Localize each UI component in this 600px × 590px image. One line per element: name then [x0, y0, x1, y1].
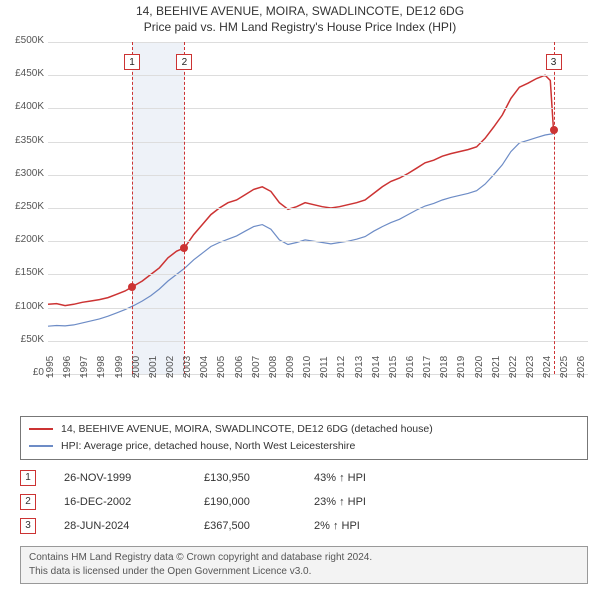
x-tick-label: 2004 [199, 356, 210, 378]
x-tick-label: 2023 [525, 356, 536, 378]
y-tick-label: £400K [2, 101, 44, 112]
sale-dot-1 [128, 283, 136, 291]
x-tick-label: 2019 [456, 356, 467, 378]
y-tick-label: £100K [2, 301, 44, 312]
x-tick-label: 2009 [285, 356, 296, 378]
x-tick-label: 2001 [148, 356, 159, 378]
title-address: 14, BEEHIVE AVENUE, MOIRA, SWADLINCOTE, … [0, 4, 600, 18]
x-tick-label: 2012 [336, 356, 347, 378]
chart-titles: 14, BEEHIVE AVENUE, MOIRA, SWADLINCOTE, … [0, 0, 600, 34]
legend-swatch [29, 428, 53, 430]
sale-row: 2 16-DEC-2002 £190,000 23% ↑ HPI [20, 490, 588, 514]
y-tick-label: £0 [2, 367, 44, 378]
x-tick-label: 2022 [508, 356, 519, 378]
x-tick-label: 2002 [165, 356, 176, 378]
sale-vs-hpi: 43% ↑ HPI [314, 472, 394, 484]
gridline [48, 42, 588, 43]
x-tick-label: 2010 [302, 356, 313, 378]
gridline [48, 341, 588, 342]
marker-box-2: 2 [176, 54, 192, 70]
x-tick-label: 2018 [439, 356, 450, 378]
event-vline [554, 42, 555, 374]
y-tick-label: £450K [2, 68, 44, 79]
gridline [48, 175, 588, 176]
gridline [48, 274, 588, 275]
event-vline [132, 42, 133, 374]
legend-row: HPI: Average price, detached house, Nort… [29, 438, 579, 455]
sale-price: £130,950 [204, 472, 294, 484]
gridline [48, 208, 588, 209]
x-tick-label: 1995 [45, 356, 56, 378]
y-tick-label: £200K [2, 234, 44, 245]
y-tick-label: £350K [2, 135, 44, 146]
x-tick-label: 2024 [542, 356, 553, 378]
x-tick-label: 2017 [422, 356, 433, 378]
sale-date: 28-JUN-2024 [64, 520, 184, 532]
sale-index-box: 2 [20, 494, 36, 510]
x-tick-label: 2020 [474, 356, 485, 378]
gridline [48, 75, 588, 76]
sale-vs-hpi: 2% ↑ HPI [314, 520, 394, 532]
x-tick-label: 2013 [354, 356, 365, 378]
x-tick-label: 2006 [234, 356, 245, 378]
gridline [48, 108, 588, 109]
y-tick-label: £50K [2, 334, 44, 345]
chart-area: £0 £50K £100K £150K £200K £250K £300K £350K £400… [0, 34, 600, 414]
x-tick-label: 1997 [79, 356, 90, 378]
x-tick-label: 2007 [251, 356, 262, 378]
sale-vs-hpi: 23% ↑ HPI [314, 496, 394, 508]
legend-swatch [29, 445, 53, 447]
x-tick-label: 2003 [182, 356, 193, 378]
sale-dot-2 [180, 244, 188, 252]
legend-row: 14, BEEHIVE AVENUE, MOIRA, SWADLINCOTE, … [29, 421, 579, 438]
x-tick-label: 2005 [216, 356, 227, 378]
attribution-footer: Contains HM Land Registry data © Crown c… [20, 546, 588, 584]
sale-row: 1 26-NOV-1999 £130,950 43% ↑ HPI [20, 466, 588, 490]
sale-price: £190,000 [204, 496, 294, 508]
x-tick-label: 1999 [114, 356, 125, 378]
x-tick-label: 2026 [576, 356, 587, 378]
gridline [48, 241, 588, 242]
x-tick-label: 1996 [62, 356, 73, 378]
title-subtitle: Price paid vs. HM Land Registry's House … [0, 20, 600, 34]
x-tick-label: 2000 [131, 356, 142, 378]
marker-box-3: 3 [546, 54, 562, 70]
series-hpi [48, 134, 554, 327]
gridline [48, 308, 588, 309]
x-axis: 1995199619971998199920002001200220032004… [48, 374, 588, 414]
sales-table: 1 26-NOV-1999 £130,950 43% ↑ HPI 2 16-DEC-200… [20, 466, 588, 538]
y-tick-label: £300K [2, 168, 44, 179]
x-tick-label: 2016 [405, 356, 416, 378]
x-tick-label: 1998 [96, 356, 107, 378]
y-tick-label: £150K [2, 267, 44, 278]
x-tick-label: 2008 [268, 356, 279, 378]
footer-line1: Contains HM Land Registry data © Crown c… [29, 551, 579, 565]
gridline [48, 142, 588, 143]
legend-label: HPI: Average price, detached house, Nort… [61, 438, 355, 455]
y-tick-label: £250K [2, 201, 44, 212]
x-tick-label: 2025 [559, 356, 570, 378]
sale-date: 26-NOV-1999 [64, 472, 184, 484]
legend-box: 14, BEEHIVE AVENUE, MOIRA, SWADLINCOTE, … [20, 416, 588, 460]
x-tick-label: 2011 [319, 356, 330, 378]
marker-box-1: 1 [124, 54, 140, 70]
plot-area: £0£50K£100K£150K£200K£250K£300K£350K£400… [48, 42, 588, 374]
footer-line2: This data is licensed under the Open Gov… [29, 565, 579, 579]
x-tick-label: 2015 [388, 356, 399, 378]
sale-dot-3 [550, 126, 558, 134]
sale-index-box: 1 [20, 470, 36, 486]
sale-row: 3 28-JUN-2024 £367,500 2% ↑ HPI [20, 514, 588, 538]
x-tick-label: 2014 [371, 356, 382, 378]
event-vline [184, 42, 185, 374]
sale-index-box: 3 [20, 518, 36, 534]
y-tick-label: £500K [2, 35, 44, 46]
sale-date: 16-DEC-2002 [64, 496, 184, 508]
sale-price: £367,500 [204, 520, 294, 532]
legend-label: 14, BEEHIVE AVENUE, MOIRA, SWADLINCOTE, … [61, 421, 433, 438]
x-tick-label: 2021 [491, 356, 502, 378]
